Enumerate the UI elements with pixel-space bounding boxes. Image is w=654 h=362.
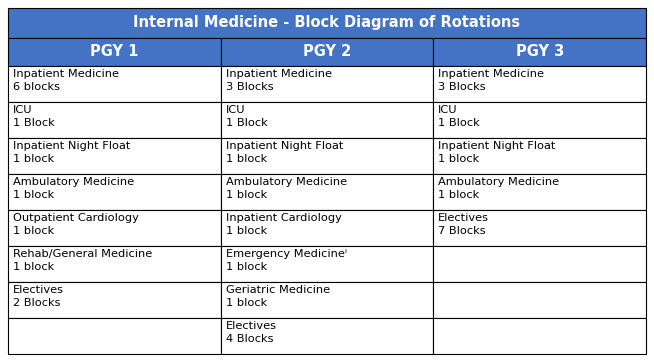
Bar	[434, 210, 646, 246]
Bar	[220, 246, 434, 282]
Text: ICU
1 Block: ICU 1 Block	[438, 105, 480, 128]
Text: Inpatient Medicine
6 blocks: Inpatient Medicine 6 blocks	[13, 69, 119, 92]
Bar	[434, 246, 646, 282]
Text: Outpatient Cardiology
1 block: Outpatient Cardiology 1 block	[13, 213, 139, 236]
Bar	[220, 38, 434, 66]
Text: Inpatient Night Float
1 block: Inpatient Night Float 1 block	[438, 141, 556, 164]
Text: Electives
2 Blocks: Electives 2 Blocks	[13, 285, 64, 308]
Bar	[434, 282, 646, 318]
Text: Emergency Medicineᴵ
1 block: Emergency Medicineᴵ 1 block	[226, 249, 347, 272]
Text: Ambulatory Medicine
1 block: Ambulatory Medicine 1 block	[226, 177, 347, 200]
Bar	[8, 282, 220, 318]
Bar	[8, 38, 220, 66]
Text: PGY 2: PGY 2	[303, 45, 351, 59]
Text: Inpatient Night Float
1 block: Inpatient Night Float 1 block	[13, 141, 130, 164]
Bar	[8, 8, 646, 38]
Text: Geriatric Medicine
1 block: Geriatric Medicine 1 block	[226, 285, 330, 308]
Text: PGY 3: PGY 3	[515, 45, 564, 59]
Bar	[434, 38, 646, 66]
Bar	[220, 66, 434, 102]
Text: Inpatient Night Float
1 block: Inpatient Night Float 1 block	[226, 141, 343, 164]
Bar	[220, 174, 434, 210]
Text: Inpatient Cardiology
1 block: Inpatient Cardiology 1 block	[226, 213, 341, 236]
Bar	[434, 66, 646, 102]
Bar	[8, 318, 220, 354]
Bar	[8, 210, 220, 246]
Bar	[8, 174, 220, 210]
Bar	[220, 210, 434, 246]
Bar	[220, 318, 434, 354]
Bar	[220, 102, 434, 138]
Text: ICU
1 Block: ICU 1 Block	[13, 105, 55, 128]
Bar	[8, 138, 220, 174]
Bar	[8, 246, 220, 282]
Text: Ambulatory Medicine
1 block: Ambulatory Medicine 1 block	[438, 177, 559, 200]
Text: Electives
4 Blocks: Electives 4 Blocks	[226, 321, 277, 344]
Text: Inpatient Medicine
3 Blocks: Inpatient Medicine 3 Blocks	[438, 69, 544, 92]
Bar	[434, 138, 646, 174]
Text: Electives
7 Blocks: Electives 7 Blocks	[438, 213, 489, 236]
Bar	[434, 174, 646, 210]
Text: Rehab/General Medicine
1 block: Rehab/General Medicine 1 block	[13, 249, 152, 272]
Text: Inpatient Medicine
3 Blocks: Inpatient Medicine 3 Blocks	[226, 69, 332, 92]
Text: ICU
1 Block: ICU 1 Block	[226, 105, 267, 128]
Bar	[8, 66, 220, 102]
Bar	[220, 138, 434, 174]
Text: PGY 1: PGY 1	[90, 45, 139, 59]
Text: Ambulatory Medicine
1 block: Ambulatory Medicine 1 block	[13, 177, 134, 200]
Bar	[434, 318, 646, 354]
Bar	[220, 282, 434, 318]
Bar	[8, 102, 220, 138]
Text: Internal Medicine - Block Diagram of Rotations: Internal Medicine - Block Diagram of Rot…	[133, 16, 521, 30]
Bar	[434, 102, 646, 138]
